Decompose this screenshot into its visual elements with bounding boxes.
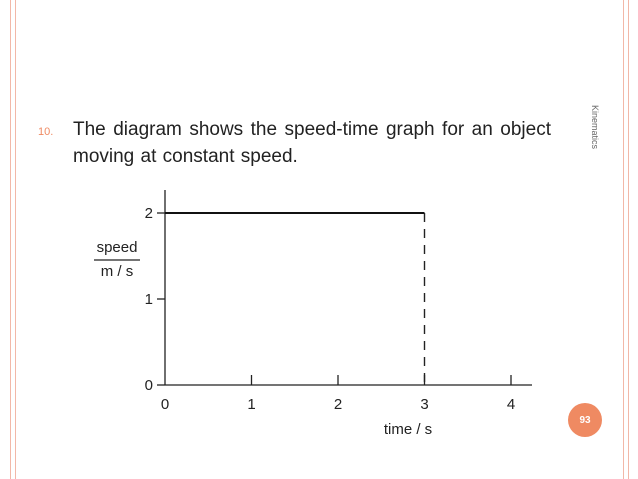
left-border-line-inner xyxy=(15,0,16,479)
y-tick-label: 0 xyxy=(145,377,153,394)
chart-ticks: 0 1 2 3 4 0 1 2 xyxy=(145,205,516,413)
chart-labels: speed m / s time / s xyxy=(94,239,432,438)
x-tick-label: 2 xyxy=(334,396,342,413)
right-border-line-outer xyxy=(628,0,629,479)
y-tick-label: 2 xyxy=(145,205,153,222)
chart-axes xyxy=(164,190,532,386)
x-axis-label: time / s xyxy=(384,421,432,438)
x-tick-label: 3 xyxy=(420,396,428,413)
left-border-line xyxy=(10,0,11,479)
y-axis-label-top: speed xyxy=(97,239,138,256)
x-tick-label: 4 xyxy=(507,396,515,413)
question-text: The diagram shows the speed-time graph f… xyxy=(73,119,551,167)
x-tick-label: 1 xyxy=(247,396,255,413)
chart-series xyxy=(165,212,426,385)
y-axis-label-bottom: m / s xyxy=(101,263,134,280)
x-tick-label: 0 xyxy=(161,396,169,413)
page-number-badge: 93 xyxy=(568,403,602,437)
right-border-line xyxy=(623,0,624,479)
question-number: 10. xyxy=(38,126,54,138)
y-tick-label: 1 xyxy=(145,291,153,308)
section-label: Kinematics xyxy=(590,105,600,150)
